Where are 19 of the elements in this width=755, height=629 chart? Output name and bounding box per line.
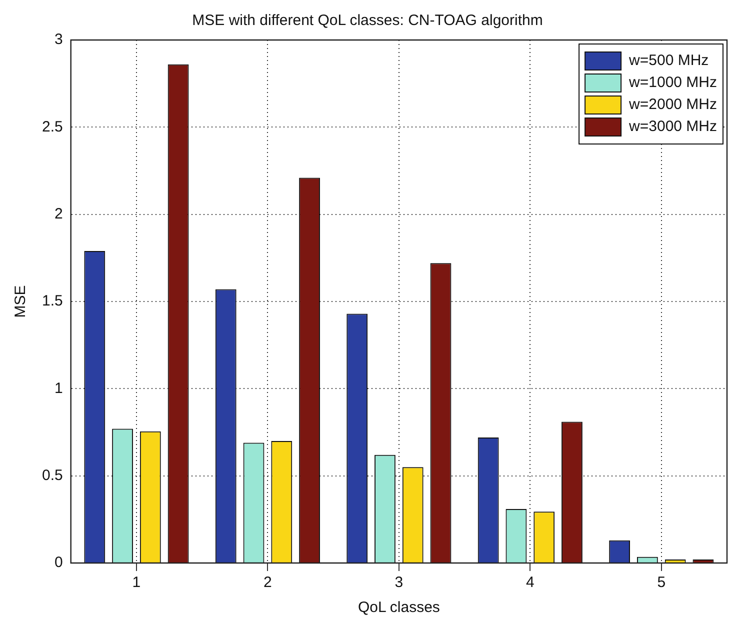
x-tick-label: 4 [526, 574, 534, 592]
x-tick-label: 3 [394, 574, 404, 592]
y-tick-label: 2.5 [42, 118, 63, 136]
chart-title: MSE with different QoL classes: CN-TOAG algorithm [192, 12, 543, 30]
y-tick-label: 1 [54, 380, 63, 397]
legend-label: w=1000 MHz [628, 74, 718, 92]
y-tick-label: 3 [54, 31, 63, 48]
y-tick-label: 1.5 [42, 292, 63, 310]
y-tick-label: 0 [54, 554, 63, 572]
x-tick-label: 1 [132, 574, 141, 592]
x-tick-label: 2 [264, 574, 272, 592]
legend-label: w=500 MHz [628, 52, 709, 70]
legend-label: w=2000 MHz [628, 96, 718, 114]
legend-label: w=3000 MHz [628, 118, 718, 136]
y-axis-title: MSE [12, 285, 30, 318]
x-axis-title: QoL classes [358, 599, 440, 616]
y-tick-label: 2 [54, 205, 63, 222]
x-tick-label: 5 [657, 574, 666, 592]
y-tick-label: 0.5 [42, 466, 63, 484]
